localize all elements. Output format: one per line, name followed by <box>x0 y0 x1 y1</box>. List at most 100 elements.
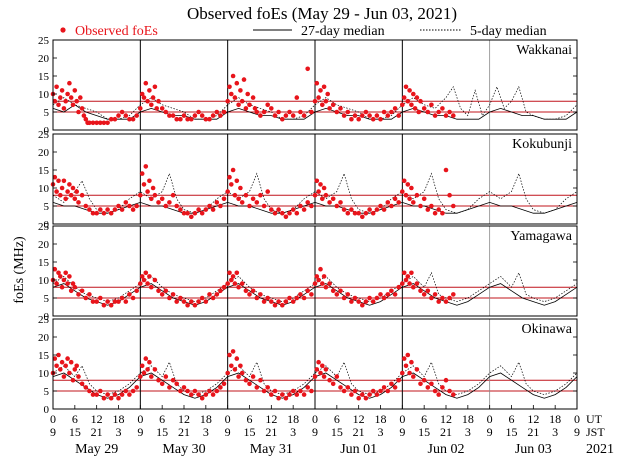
observed-point <box>67 80 72 86</box>
observed-point <box>411 91 416 97</box>
y-tick-label: 25 <box>38 221 50 233</box>
observed-point <box>238 363 243 369</box>
observed-point <box>443 299 449 304</box>
x-tick-label-jst: 9 <box>137 425 143 439</box>
observed-point <box>334 374 340 379</box>
observed-point <box>254 109 260 115</box>
observed-point <box>318 266 323 272</box>
median-27day-series <box>52 104 578 120</box>
observed-point <box>318 88 323 93</box>
median-5day-series <box>52 172 578 214</box>
legend-27day-label: 27-day median <box>301 24 385 39</box>
day-label: May 29 <box>75 442 118 457</box>
observed-point <box>334 203 340 209</box>
observed-point <box>265 295 271 301</box>
observed-point <box>214 109 220 115</box>
observed-point <box>409 270 414 276</box>
observed-point <box>70 102 76 108</box>
chart-title: Observed foEs (May 29 - Jun 03, 2021) <box>187 4 457 23</box>
x-tick-label-jst: 15 <box>244 425 256 439</box>
observed-point <box>389 203 394 209</box>
x-tick-label-jst: 15 <box>69 425 81 439</box>
x-tick-label-jst: 21 <box>440 425 452 439</box>
x-tick-label-jst: 3 <box>203 425 209 439</box>
x-tick-label-ut: 0 <box>137 412 143 426</box>
x-tick-label-jst: 9 <box>574 425 580 439</box>
observed-point <box>276 299 281 304</box>
observed-point <box>210 207 216 212</box>
observed-point <box>238 185 243 191</box>
observed-point <box>181 299 187 304</box>
observed-point <box>378 292 383 297</box>
observed-point <box>247 203 252 209</box>
observed-point <box>174 299 179 304</box>
x-tick-label-ut: 6 <box>334 412 340 426</box>
observed-point <box>199 113 205 118</box>
x-tick-label-jst: 15 <box>506 425 518 439</box>
observed-point <box>234 270 240 276</box>
observed-point <box>272 113 278 118</box>
observed-point <box>370 116 376 122</box>
observed-point <box>312 374 318 379</box>
observed-point <box>451 203 456 209</box>
observed-point <box>116 395 121 401</box>
y-tick-label: 10 <box>38 368 50 380</box>
observed-point <box>370 210 376 216</box>
observed-point <box>405 274 411 279</box>
observed-point <box>280 302 285 308</box>
observed-point <box>325 91 331 97</box>
legend-observed-marker <box>60 27 66 33</box>
observed-point <box>87 120 92 126</box>
observed-point <box>276 207 281 212</box>
observed-point <box>127 116 132 122</box>
observed-point <box>67 182 72 187</box>
observed-point <box>52 174 58 180</box>
observed-point <box>167 113 172 118</box>
observed-point <box>234 178 240 184</box>
observed-point <box>425 109 431 115</box>
observed-point <box>79 381 85 387</box>
x-tick-label-ut: 12 <box>353 412 365 426</box>
observed-point <box>134 288 139 294</box>
observed-point <box>320 281 325 286</box>
observed-point <box>405 352 411 358</box>
observed-point <box>290 207 296 212</box>
observed-point <box>90 210 96 216</box>
observed-point <box>320 102 325 108</box>
observed-point <box>436 109 442 115</box>
observed-point <box>170 192 176 198</box>
observed-point <box>143 80 149 86</box>
observed-point <box>178 295 183 301</box>
observed-point <box>59 88 65 93</box>
observed-point <box>418 288 423 294</box>
observed-point <box>163 374 169 379</box>
observed-point <box>290 388 296 394</box>
observed-point <box>61 106 67 111</box>
observed-point <box>54 281 59 286</box>
legend: Observed foEs 27-day median 5-day median <box>60 24 547 39</box>
observed-point <box>68 288 74 294</box>
x-tick-label-ut: 12 <box>178 412 190 426</box>
observed-point <box>94 392 99 397</box>
observed-point <box>63 270 68 276</box>
observed-point <box>239 370 245 376</box>
observed-point <box>447 192 452 198</box>
y-tick-label: 5 <box>44 107 50 119</box>
observed-point <box>54 84 59 90</box>
observed-point <box>258 192 263 198</box>
x-tick-label-jst: 9 <box>312 425 318 439</box>
observed-point <box>192 210 198 216</box>
year-label: 2021 <box>586 442 614 457</box>
observed-point <box>316 95 321 100</box>
observed-point <box>167 295 172 301</box>
observed-point <box>392 385 398 390</box>
observed-point <box>287 109 292 115</box>
observed-point <box>116 299 121 304</box>
observed-point <box>363 395 369 401</box>
observed-point <box>443 377 449 383</box>
x-tick-label-jst: 21 <box>265 425 277 439</box>
observed-point <box>145 189 150 194</box>
observed-point <box>225 189 230 194</box>
observed-point <box>123 388 129 394</box>
x-tick-label-ut: 6 <box>72 412 78 426</box>
